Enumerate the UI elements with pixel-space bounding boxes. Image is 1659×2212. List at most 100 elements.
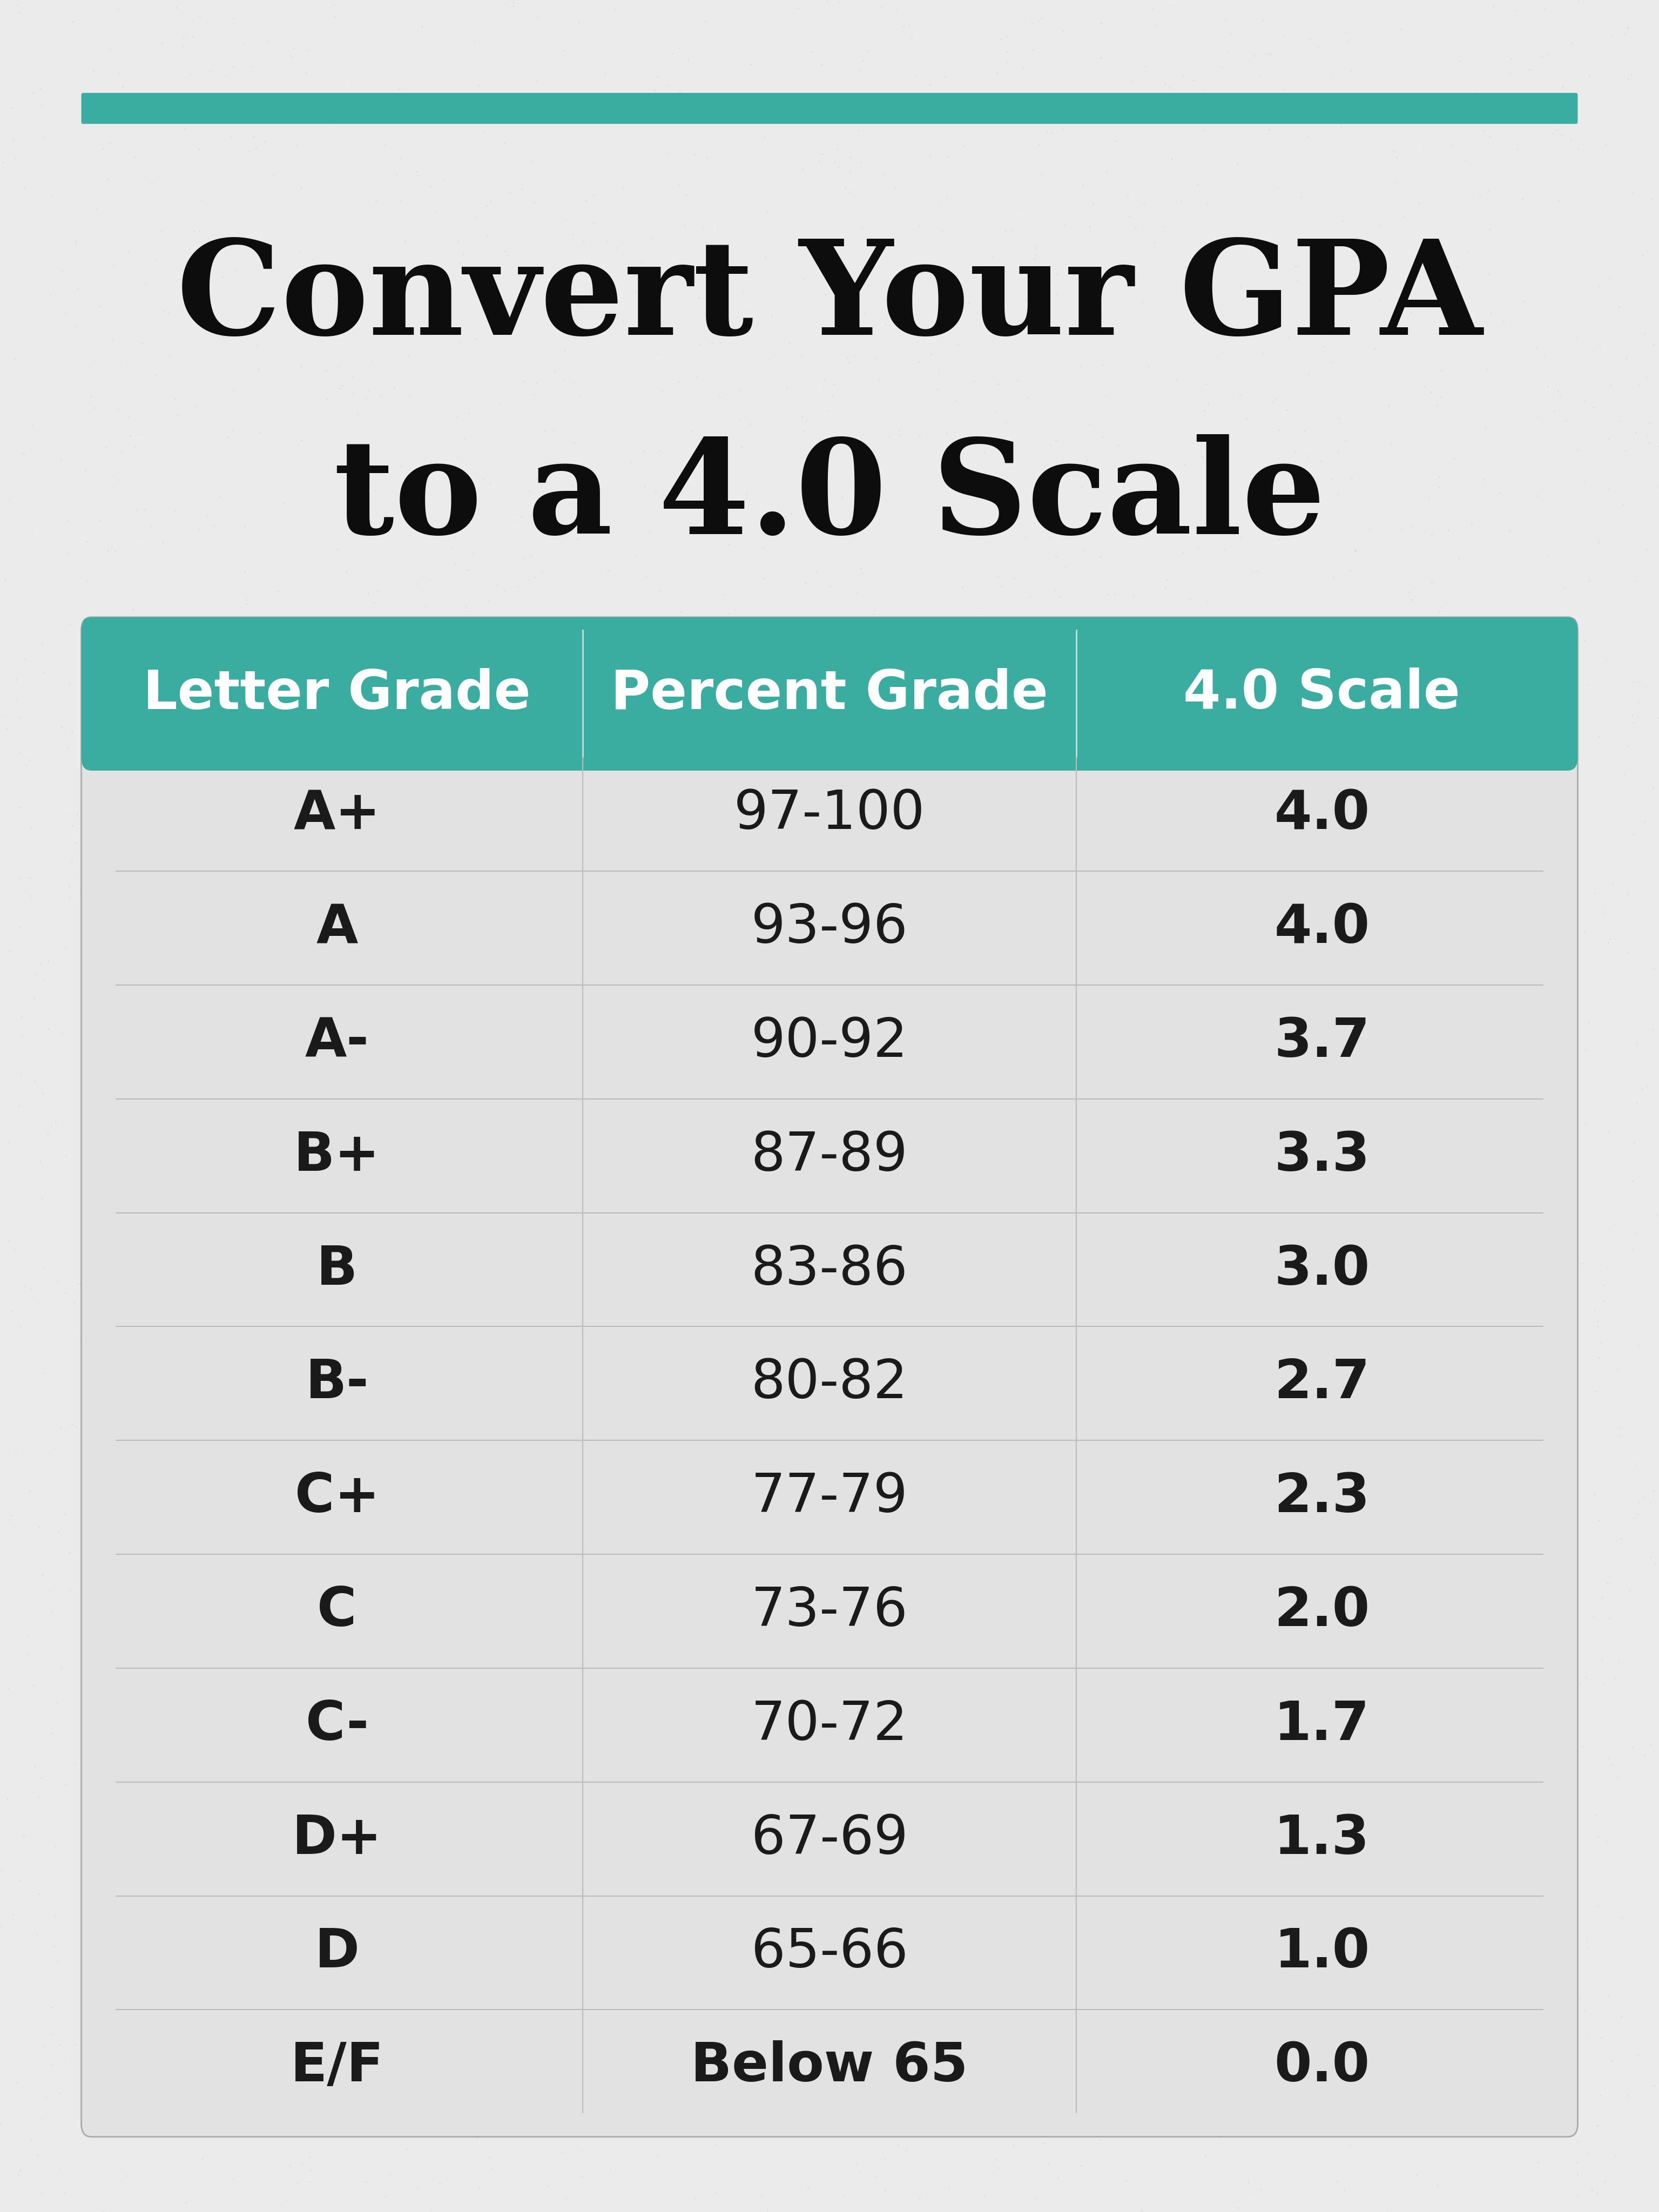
Point: [1170, 535, 1196, 571]
Point: [1641, 1473, 1659, 1509]
Point: [635, 2037, 662, 2073]
Point: [418, 2192, 445, 2212]
Point: [242, 1991, 269, 2026]
Point: [294, 82, 320, 117]
Point: [211, 761, 237, 796]
Point: [274, 796, 300, 832]
Point: [1199, 2017, 1226, 2053]
Point: [1360, 1869, 1387, 1905]
Point: [584, 995, 611, 1031]
Point: [236, 1728, 262, 1763]
Text: 4.0: 4.0: [1274, 902, 1370, 953]
Point: [1591, 2070, 1618, 2106]
Point: [290, 1455, 317, 1491]
Point: [712, 719, 738, 754]
Point: [1090, 347, 1117, 383]
Point: [352, 792, 378, 827]
Point: [2, 341, 28, 376]
Point: [105, 1924, 131, 1960]
Point: [1339, 53, 1365, 88]
Point: [1131, 684, 1158, 719]
Point: [1521, 1619, 1548, 1655]
Point: [270, 484, 297, 520]
Point: [1581, 1597, 1608, 1632]
Point: [1136, 349, 1163, 385]
Point: [972, 465, 999, 500]
Point: [134, 1679, 161, 1714]
Point: [567, 378, 594, 414]
Point: [1442, 1876, 1468, 1911]
Point: [985, 1677, 1012, 1712]
Point: [1480, 1482, 1506, 1517]
Point: [602, 0, 629, 27]
Point: [388, 2046, 415, 2081]
Point: [1437, 1004, 1463, 1040]
Point: [129, 1298, 156, 1334]
Point: [1324, 1878, 1350, 1913]
Point: [453, 1787, 479, 1823]
Point: [320, 0, 347, 22]
Point: [738, 841, 765, 876]
Point: [63, 226, 90, 261]
Point: [584, 316, 611, 352]
Point: [242, 327, 269, 363]
Point: [7, 909, 33, 945]
Point: [1435, 856, 1462, 891]
Point: [123, 493, 149, 529]
Point: [1344, 1349, 1370, 1385]
Point: [1035, 1212, 1062, 1248]
Point: [1034, 1703, 1060, 1739]
Point: [1379, 1181, 1405, 1217]
Point: [747, 1756, 773, 1792]
Point: [187, 1555, 214, 1590]
Point: [1216, 1783, 1243, 1818]
Text: 4.0 Scale: 4.0 Scale: [1183, 668, 1460, 721]
Point: [53, 1139, 80, 1175]
Point: [289, 761, 315, 796]
Point: [246, 1267, 272, 1303]
Point: [1443, 250, 1470, 285]
Point: [388, 139, 415, 175]
Point: [1629, 237, 1656, 272]
Point: [645, 1091, 672, 1126]
Point: [690, 1619, 717, 1655]
Point: [577, 1066, 604, 1102]
Point: [1535, 369, 1561, 405]
Point: [38, 1108, 65, 1144]
Point: [1143, 1840, 1170, 1876]
Point: [380, 1559, 406, 1595]
Point: [552, 1655, 579, 1690]
Point: [1480, 918, 1506, 953]
Point: [1571, 465, 1598, 500]
Point: [712, 1082, 738, 1117]
Point: [647, 1387, 674, 1422]
Point: [1417, 226, 1443, 261]
Point: [1226, 268, 1253, 303]
Point: [1384, 2108, 1410, 2143]
Point: [687, 1692, 713, 1728]
Point: [337, 858, 363, 894]
Point: [1427, 591, 1453, 626]
Point: [241, 1225, 267, 1261]
Point: [1029, 1500, 1055, 1535]
Text: C+: C+: [295, 1471, 380, 1524]
Point: [388, 1409, 415, 1444]
Point: [1480, 1725, 1506, 1761]
Point: [98, 1104, 124, 1139]
Point: [730, 1807, 757, 1843]
Point: [1287, 1004, 1314, 1040]
Point: [131, 690, 158, 726]
Point: [1327, 1270, 1354, 1305]
Point: [1165, 907, 1191, 942]
Point: [828, 942, 854, 978]
Point: [1312, 1509, 1339, 1544]
Point: [1422, 2053, 1448, 2088]
Point: [579, 1672, 606, 1708]
Point: [95, 533, 121, 568]
Point: [121, 2090, 148, 2126]
Point: [343, 626, 370, 661]
Point: [30, 1075, 56, 1110]
Point: [604, 102, 630, 137]
Point: [1120, 730, 1146, 765]
Point: [461, 24, 488, 60]
